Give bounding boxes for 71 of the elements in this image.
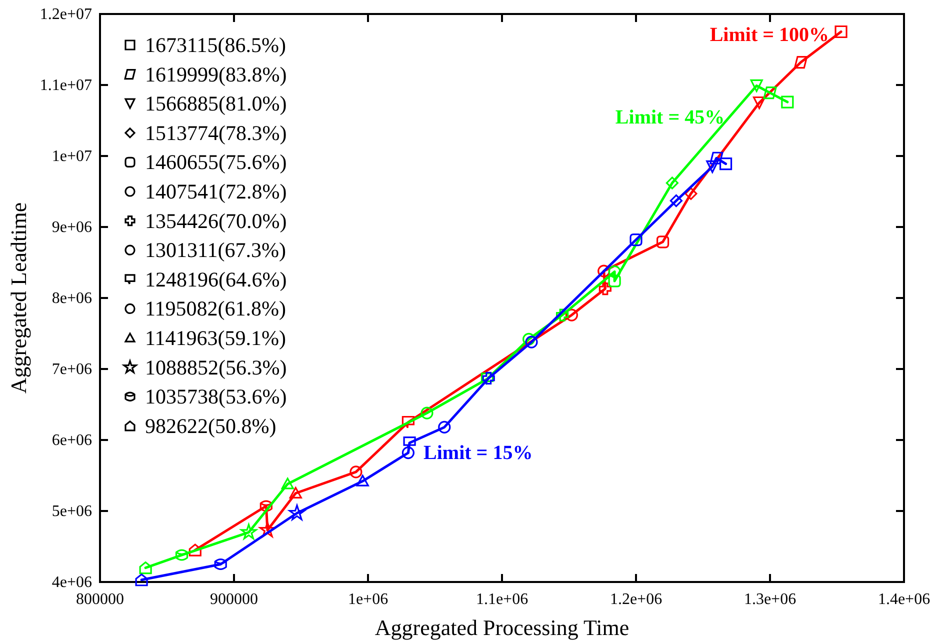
point [565,308,578,322]
x-tick-label: 1.3e+06 [744,591,796,608]
annotation: 1460655(75.6%) [145,150,287,174]
point [710,152,724,164]
y-tick-label: 8e+06 [52,290,92,307]
point [356,474,369,486]
point [794,56,808,69]
annotation: 1513774(78.3%) [145,120,287,145]
annotation: 982622(50.8%) [145,414,276,438]
point [214,558,227,570]
y-axis-title: Aggregated Leadtime [6,202,31,394]
point [630,233,642,246]
annotation: 1407541(72.8%) [145,180,287,204]
point [656,236,670,248]
point [670,194,682,208]
point [598,282,612,296]
annotation: 1354426(70.0%) [145,208,287,233]
point [781,96,794,108]
point [260,500,272,512]
point [420,406,434,420]
annotation: 1088852(56.3%) [145,355,287,380]
point [281,478,294,490]
y-tick-label: 9e+06 [52,219,92,236]
point [175,549,188,561]
x-tick-label: 1.4e+06 [878,591,930,608]
y-tick-label: 1e+07 [52,148,92,165]
annotation: 1035738(53.6%) [145,384,287,409]
point [598,264,610,278]
point [139,562,152,574]
point [289,486,302,498]
series-label: Limit = 15% [424,442,533,464]
annotation: 1566885(81.0%) [145,92,287,116]
point [706,160,719,173]
point [350,466,362,478]
series-label: Limit = 45% [615,106,725,129]
point [402,446,414,460]
point [684,187,698,200]
point [666,176,678,190]
point [834,25,848,38]
annotation: 1301311(67.3%) [145,238,286,262]
annotation: 1248196(64.6%) [145,267,287,292]
x-tick-label: 800000 [76,591,124,608]
annotation: 1141963(59.1%) [145,326,286,350]
x-tick-label: 1e+06 [348,591,388,608]
x-tick-label: 900000 [210,591,258,608]
y-tick-label: 4e+06 [52,574,92,591]
x-tick-label: 1.2e+06 [610,591,662,608]
annotation: 1619999(83.8%) [145,62,287,86]
point [556,308,569,322]
series-label: Limit = 100% [710,24,830,46]
point [525,336,538,348]
y-tick-label: 1.1e+07 [40,77,92,94]
point [752,96,766,110]
y-tick-label: 7e+06 [52,361,92,378]
point [402,416,414,429]
point [608,265,621,278]
point [608,274,621,288]
y-tick-label: 1.2e+07 [40,6,92,23]
y-tick-label: 5e+06 [52,503,92,520]
point [763,86,777,100]
annotation: 1673115(86.5%) [145,33,286,57]
point [750,79,763,92]
point [438,420,451,434]
point [135,574,148,586]
annotation: 1195082(61.8%) [145,296,286,321]
y-tick-label: 6e+06 [52,432,92,449]
point [719,158,732,170]
point [522,332,536,346]
x-tick-label: 1.1e+06 [476,591,528,608]
x-axis-title: Aggregated Processing Time [374,615,630,640]
point [188,544,202,556]
